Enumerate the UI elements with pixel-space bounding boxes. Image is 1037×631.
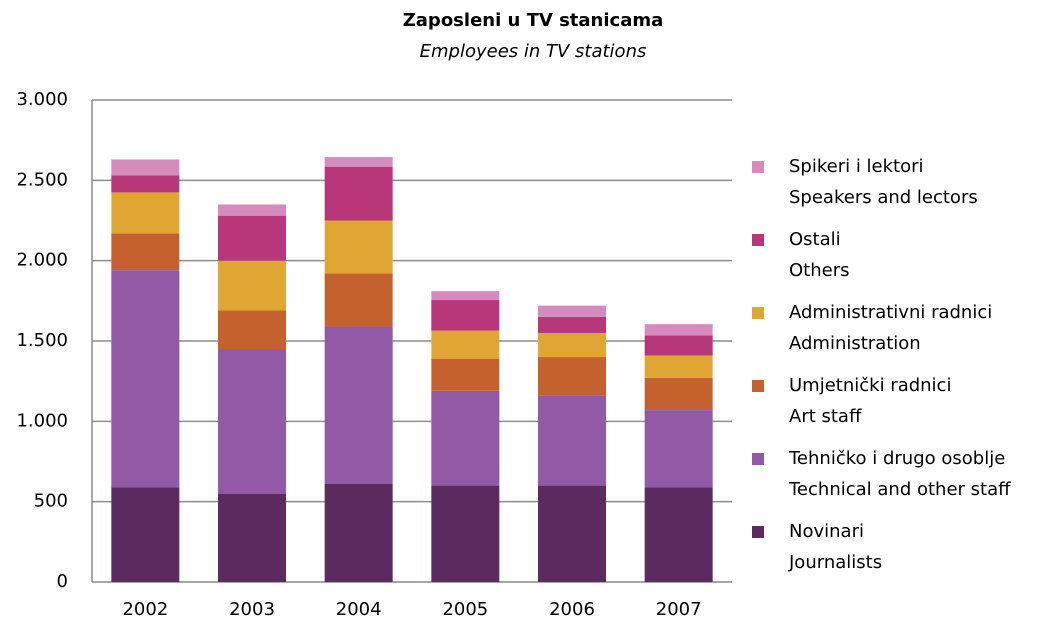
bar-segment <box>538 332 606 358</box>
legend-label: Umjetnički radnici <box>789 375 951 396</box>
bar-segment <box>644 410 713 488</box>
bar-segment <box>111 175 180 193</box>
legend-swatch <box>752 526 764 538</box>
x-tick-label: 2007 <box>656 599 702 620</box>
bar-segment <box>111 487 180 582</box>
bar-segment <box>644 335 713 356</box>
y-tick-label: 1.500 <box>16 330 68 351</box>
x-tick-label: 2003 <box>229 599 275 620</box>
x-tick-label: 2006 <box>549 599 595 620</box>
x-tick-label: 2005 <box>442 599 488 620</box>
bar-segment <box>538 485 606 582</box>
legend-swatch <box>752 453 764 465</box>
bar-segment <box>111 192 180 234</box>
bar-segment <box>644 355 713 378</box>
chart-title: Zaposleni u TV stanicama <box>403 10 664 31</box>
bar-segment <box>218 215 286 261</box>
bar-segment <box>218 260 286 311</box>
bar-segment <box>431 390 500 486</box>
legend-label: Administrativni radnici <box>789 302 992 323</box>
x-tick-label: 2004 <box>336 599 382 620</box>
bar-segment <box>538 357 606 396</box>
legend-label: Others <box>789 260 850 281</box>
legend-label: Novinari <box>789 521 864 542</box>
legend-swatch <box>752 161 764 173</box>
legend-swatch <box>752 307 764 319</box>
x-tick-label: 2002 <box>122 599 168 620</box>
legend-swatch <box>752 234 764 246</box>
y-tick-label: 500 <box>34 491 68 512</box>
legend-label: Art staff <box>789 406 862 427</box>
bar-segment <box>644 324 713 336</box>
legend-label: Speakers and lectors <box>789 187 978 208</box>
bar-segment <box>218 349 286 494</box>
bar-segment <box>324 326 393 484</box>
bar-segment <box>538 395 606 486</box>
legend-label: Journalists <box>788 552 882 573</box>
bar-segment <box>324 483 393 582</box>
bar-segment <box>431 291 500 301</box>
bar-segment <box>111 233 180 271</box>
bar-segment <box>218 493 286 582</box>
legend-label: Administration <box>789 333 921 354</box>
bar-segment <box>644 487 713 582</box>
bar-segment <box>431 358 500 391</box>
bar-segment <box>431 300 500 331</box>
bar-segment <box>218 310 286 350</box>
y-tick-label: 1.000 <box>16 410 68 431</box>
bar-segment <box>324 273 393 327</box>
legend-label: Tehničko i drugo osoblje <box>788 448 1005 469</box>
bar-segment <box>324 220 393 274</box>
legend-label: Spikeri i lektori <box>789 156 924 177</box>
bar-segment <box>538 305 606 317</box>
y-tick-label: 3.000 <box>16 89 68 110</box>
bar-segment <box>324 166 393 221</box>
bar-segment <box>111 270 180 488</box>
bar-segment <box>218 204 286 216</box>
y-tick-label: 2.000 <box>16 250 68 271</box>
legend-label: Ostali <box>789 229 841 250</box>
bar-segment <box>538 316 606 333</box>
y-tick-label: 0 <box>57 571 68 592</box>
legend-label: Technical and other staff <box>788 479 1011 500</box>
bar-segment <box>324 157 393 167</box>
bar-segment <box>431 330 500 359</box>
bar-segment <box>431 485 500 582</box>
legend-swatch <box>752 380 764 392</box>
bar-segment <box>644 377 713 411</box>
bar-segment <box>111 159 180 176</box>
chart-subtitle: Employees in TV stations <box>420 41 647 62</box>
y-tick-label: 2.500 <box>16 169 68 190</box>
